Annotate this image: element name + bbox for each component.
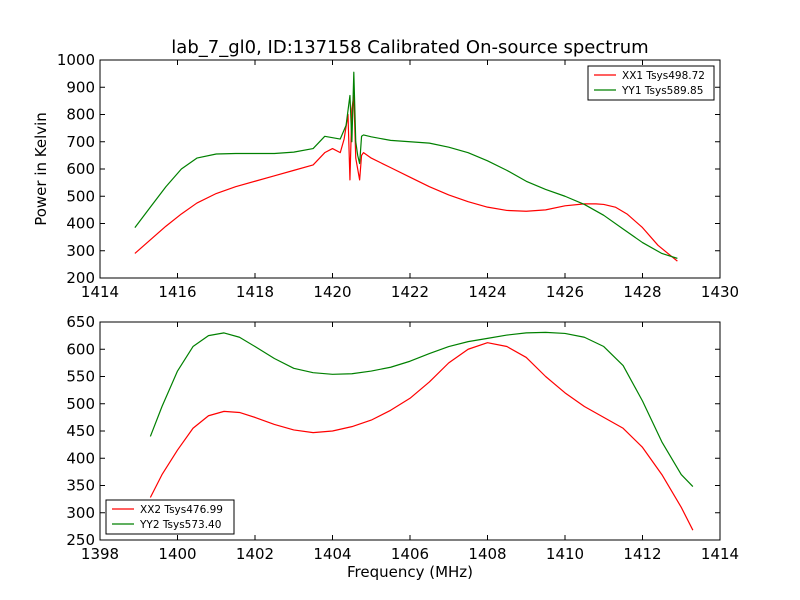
x-tick-label: 1418 [236,283,274,301]
x-tick-label: 1412 [623,545,661,563]
x-tick-label: 1414 [81,283,119,301]
legend-entry: XX1 Tsys498.72 [622,70,705,82]
x-tick-label: 1420 [313,283,351,301]
series-line-2 [134,71,678,259]
y-tick-label: 300 [66,242,95,260]
bottom-panel: 1398 1400 1402 1404 1406 1408 1410 1412 1414 250 3… [66,313,739,581]
top-panel: 1414 1416 1418 1420 1422 1424 1426 1428 1430 200 3… [32,51,739,301]
x-tick-label: 1404 [313,545,351,563]
legend-box [587,65,715,101]
x-tick-label: 1424 [468,283,506,301]
y-tick-label: 550 [66,368,95,386]
y-tick-label: 1000 [57,51,95,69]
y-tick-label: 900 [66,78,95,96]
y-tick-label: 500 [66,395,95,413]
y-tick-label: 800 [66,106,95,124]
legend-entry: XX2 Tsys476.99 [140,504,223,516]
y-tick-label: 600 [66,340,95,358]
series-line-1 [149,342,694,531]
x-tick-label: 1400 [158,545,196,563]
y-tick-label: 650 [66,313,95,331]
y-axis-label: Power in Kelvin [32,112,50,226]
legend-entry: YY2 Tsys573.40 [139,519,221,531]
y-tick-label: 400 [66,449,95,467]
x-tick-label: 1426 [546,283,584,301]
x-tick-label: 1408 [468,545,506,563]
x-tick-label: 1414 [701,545,739,563]
y-tick-label: 350 [66,477,95,495]
x-tick-label: 1406 [391,545,429,563]
x-tick-label: 1422 [391,283,429,301]
y-tick-label: 300 [66,504,95,522]
series-line-1 [134,94,678,262]
y-tick-label: 600 [66,160,95,178]
legend: XX1 Tsys498.72 YY1 Tsys589.85 [587,65,715,101]
y-tick-label: 200 [66,269,95,287]
y-tick-label: 400 [66,215,95,233]
y-tick-label: 450 [66,422,95,440]
legend-entry: YY1 Tsys589.85 [621,85,703,97]
x-axis-label: Frequency (MHz) [347,563,473,581]
x-tick-label: 1410 [546,545,584,563]
legend-box [105,499,235,535]
x-tick-label: 1428 [623,283,661,301]
x-tick-label: 1402 [236,545,274,563]
x-tick-label: 1398 [81,545,119,563]
x-tick-label: 1416 [158,283,196,301]
x-tick-label: 1430 [701,283,739,301]
y-tick-label: 250 [66,531,95,549]
y-tick-label: 700 [66,133,95,151]
figure-title: lab_7_gl0, ID:137158 Calibrated On-sourc… [171,37,648,58]
legend: XX2 Tsys476.99 YY2 Tsys573.40 [105,499,235,535]
series-line-2 [149,331,694,488]
y-tick-label: 500 [66,187,95,205]
